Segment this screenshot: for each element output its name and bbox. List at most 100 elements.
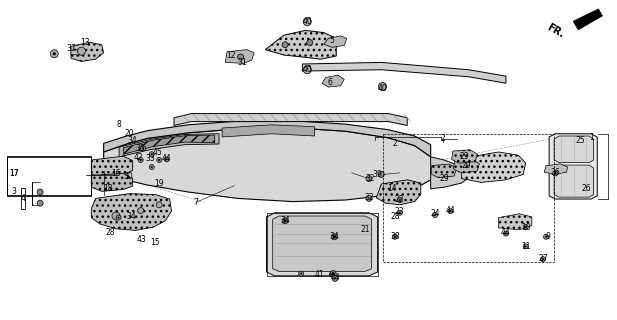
Text: 29: 29 — [459, 152, 469, 161]
Circle shape — [392, 234, 397, 239]
Text: 24: 24 — [430, 209, 440, 218]
Polygon shape — [265, 30, 336, 59]
Text: 34: 34 — [128, 136, 138, 145]
Text: 40: 40 — [302, 17, 312, 26]
Text: 26: 26 — [581, 184, 591, 193]
Circle shape — [141, 146, 146, 151]
Circle shape — [333, 235, 336, 238]
Circle shape — [544, 234, 549, 239]
Text: 10: 10 — [521, 223, 531, 232]
Circle shape — [394, 236, 396, 238]
Circle shape — [331, 234, 337, 240]
Circle shape — [523, 225, 528, 230]
Circle shape — [448, 209, 453, 214]
Polygon shape — [71, 42, 104, 61]
Text: 25: 25 — [575, 136, 585, 145]
Text: 1: 1 — [589, 133, 594, 142]
Text: 23: 23 — [394, 207, 404, 216]
Circle shape — [142, 148, 144, 149]
Circle shape — [117, 217, 120, 219]
Text: 42: 42 — [133, 153, 143, 162]
Polygon shape — [302, 62, 506, 83]
Polygon shape — [174, 114, 407, 125]
Polygon shape — [322, 75, 344, 87]
Circle shape — [379, 82, 386, 90]
Polygon shape — [91, 194, 172, 230]
Circle shape — [449, 210, 452, 212]
Text: 29: 29 — [461, 161, 471, 170]
Circle shape — [524, 226, 527, 228]
Circle shape — [78, 47, 85, 55]
Circle shape — [524, 245, 527, 247]
Circle shape — [379, 83, 386, 90]
Circle shape — [299, 271, 304, 276]
Text: 16: 16 — [111, 169, 121, 178]
Text: 44: 44 — [501, 228, 511, 237]
Text: 40: 40 — [378, 84, 387, 93]
Polygon shape — [123, 135, 215, 154]
Text: 11: 11 — [521, 242, 531, 251]
Circle shape — [304, 18, 311, 26]
Circle shape — [304, 66, 311, 74]
Bar — [21, 188, 25, 209]
Polygon shape — [104, 128, 437, 202]
Text: 30: 30 — [123, 172, 133, 181]
Circle shape — [282, 42, 288, 48]
Text: 4: 4 — [21, 194, 26, 203]
Circle shape — [282, 218, 288, 224]
Bar — [7, 157, 91, 195]
Polygon shape — [225, 50, 254, 63]
Text: 28: 28 — [105, 228, 115, 237]
Circle shape — [116, 215, 121, 220]
Text: 8: 8 — [117, 120, 122, 129]
Circle shape — [331, 274, 333, 276]
Circle shape — [503, 231, 508, 236]
Text: 31: 31 — [237, 58, 247, 67]
Circle shape — [156, 202, 162, 208]
Text: 2: 2 — [441, 134, 445, 143]
Circle shape — [366, 196, 372, 201]
Text: 18: 18 — [103, 184, 113, 193]
Polygon shape — [91, 156, 133, 178]
Text: 29: 29 — [439, 174, 449, 183]
Circle shape — [238, 54, 244, 60]
Text: 21: 21 — [360, 225, 370, 234]
Polygon shape — [267, 213, 378, 276]
Circle shape — [399, 199, 401, 201]
Circle shape — [542, 258, 544, 260]
Text: 17: 17 — [9, 169, 19, 178]
Circle shape — [523, 244, 528, 249]
Circle shape — [284, 219, 286, 222]
Polygon shape — [104, 121, 431, 157]
Polygon shape — [554, 165, 594, 197]
Circle shape — [138, 208, 144, 213]
Circle shape — [366, 176, 372, 181]
Circle shape — [397, 197, 402, 203]
Text: 45: 45 — [152, 148, 162, 157]
Text: 38: 38 — [390, 232, 400, 241]
Circle shape — [553, 171, 558, 176]
Polygon shape — [431, 164, 457, 178]
Circle shape — [378, 172, 384, 177]
Circle shape — [330, 271, 336, 276]
Circle shape — [300, 273, 302, 275]
Polygon shape — [119, 134, 219, 157]
Text: 43: 43 — [137, 235, 147, 244]
Text: 37: 37 — [66, 44, 76, 53]
Text: 6: 6 — [328, 78, 333, 87]
Circle shape — [329, 272, 334, 277]
Text: 32: 32 — [365, 174, 375, 183]
Circle shape — [149, 152, 154, 157]
Circle shape — [307, 40, 313, 45]
Circle shape — [165, 158, 168, 160]
Text: 13: 13 — [80, 38, 90, 47]
Text: 14: 14 — [387, 184, 397, 193]
Text: 34: 34 — [329, 232, 339, 241]
Text: 7: 7 — [194, 198, 199, 207]
Circle shape — [332, 272, 334, 275]
Circle shape — [304, 18, 311, 25]
Polygon shape — [376, 180, 421, 205]
Circle shape — [151, 153, 153, 155]
Polygon shape — [324, 36, 347, 47]
Circle shape — [332, 276, 338, 281]
